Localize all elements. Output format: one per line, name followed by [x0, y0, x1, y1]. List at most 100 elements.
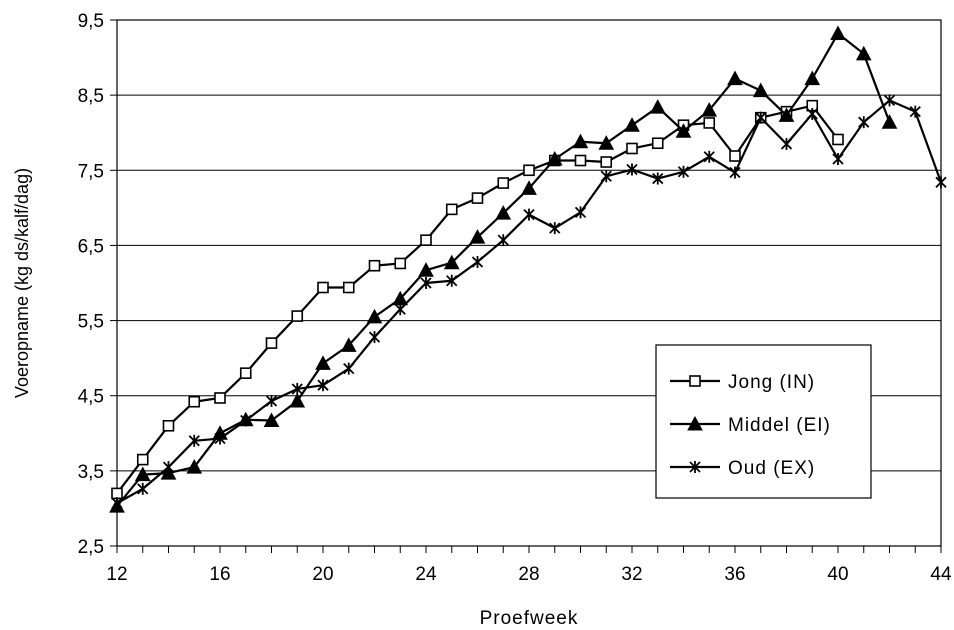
legend-label: Jong (IN) [728, 372, 815, 393]
data-point [291, 310, 304, 322]
data-point [394, 303, 406, 316]
data-point [703, 117, 716, 129]
x-tick-label: 20 [312, 564, 333, 585]
y-tick-label: 7,5 [78, 161, 104, 182]
data-point [546, 150, 563, 166]
data-point [394, 257, 407, 270]
x-tick-label: 40 [827, 564, 848, 585]
data-point [755, 111, 767, 124]
data-point [600, 156, 613, 168]
data-point [240, 414, 252, 427]
x-tick-label: 16 [209, 564, 230, 585]
x-tick-label: 12 [106, 564, 127, 585]
data-point [832, 153, 844, 166]
data-point [263, 412, 280, 428]
data-point [188, 434, 200, 447]
data-point [420, 277, 432, 289]
data-point [626, 163, 638, 176]
data-point [780, 137, 793, 150]
data-point [600, 170, 612, 183]
y-tick-label: 9,5 [78, 11, 104, 32]
data-point [420, 234, 432, 246]
data-point [111, 487, 123, 500]
y-tick-label: 2,5 [78, 537, 104, 558]
data-point [111, 497, 123, 510]
data-point [471, 255, 484, 268]
data-point [830, 25, 846, 41]
data-point [727, 70, 743, 86]
data-point [549, 222, 561, 235]
series-group [109, 25, 947, 513]
legend-marker [687, 415, 703, 431]
data-point [806, 107, 818, 120]
data-point [446, 274, 458, 287]
data-point [675, 123, 692, 138]
y-tick-label: 4,5 [78, 387, 104, 408]
legend-label: Oud (EX) [728, 458, 815, 479]
data-point [343, 362, 355, 375]
data-point [729, 150, 741, 162]
y-tick-label: 3,5 [78, 462, 104, 483]
data-point [340, 337, 357, 352]
y-tick-label: 8,5 [78, 86, 104, 107]
data-point [703, 150, 715, 163]
data-point [651, 137, 664, 150]
series-2 [111, 94, 947, 510]
data-point [239, 367, 252, 379]
series-1 [109, 25, 898, 513]
data-point [881, 114, 898, 129]
data-point [291, 382, 303, 395]
x-axis-title: Proefweek [480, 608, 579, 629]
x-tick-label: 44 [930, 564, 952, 585]
data-point [523, 164, 535, 177]
data-point [778, 107, 795, 122]
data-point [342, 281, 355, 294]
x-tick-label: 32 [621, 564, 642, 585]
data-point [572, 133, 589, 149]
data-point [652, 172, 664, 185]
data-point [366, 308, 383, 324]
data-point [624, 117, 640, 132]
data-point [497, 177, 510, 189]
y-axis: 2,5 3,5 4,5 5,5 6,5 7,5 8,5 9,5 [78, 11, 117, 558]
y-axis-title: Voeropname (kg ds/kalf/dag) [12, 168, 32, 398]
data-point [445, 203, 458, 216]
legend-marker [689, 375, 701, 387]
data-point [368, 331, 381, 344]
data-point [626, 142, 638, 155]
data-point [883, 94, 896, 107]
data-point [136, 453, 149, 466]
data-point [188, 395, 201, 408]
data-point [317, 281, 329, 294]
data-point [289, 392, 306, 408]
data-point [935, 176, 947, 189]
data-point [134, 466, 151, 482]
legend-item: Jong (IN) [670, 372, 815, 393]
data-point [858, 116, 870, 129]
data-point [521, 180, 537, 195]
x-tick-label: 28 [518, 564, 539, 585]
data-point [729, 166, 741, 179]
legend-label: Middel (EI) [728, 415, 831, 436]
legend-item: Middel (EI) [670, 415, 831, 436]
data-point [368, 259, 381, 272]
y-tick-label: 6,5 [78, 236, 104, 257]
data-point [162, 419, 175, 432]
data-point [804, 70, 821, 86]
data-point [317, 379, 329, 392]
x-axis: 12 16 20 24 28 32 36 40 44 [106, 546, 952, 585]
legend: Jong (IN) Middel (EI) Oud (EX) [655, 344, 872, 499]
legend-marker [689, 461, 701, 473]
data-point [701, 102, 718, 117]
data-point [214, 392, 226, 404]
data-point [162, 461, 175, 474]
data-point [469, 229, 486, 244]
data-point [265, 337, 278, 349]
data-point [752, 82, 769, 98]
data-point [443, 254, 460, 270]
y-tick-label: 5,5 [78, 312, 104, 333]
data-point [471, 192, 484, 204]
data-point [497, 234, 509, 247]
legend-item: Oud (EX) [670, 458, 815, 479]
